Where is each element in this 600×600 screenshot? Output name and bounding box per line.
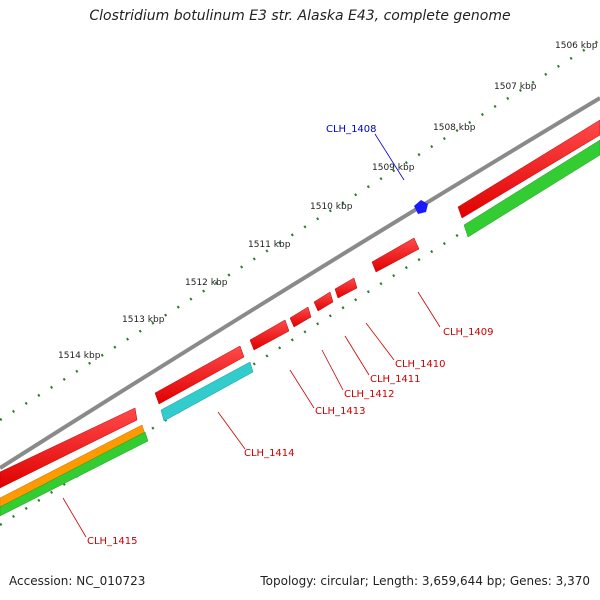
tick-label: 1514 kbp <box>58 351 101 361</box>
tick-label: 1513 kbp <box>122 315 165 325</box>
gene-label: CLH_1408 <box>326 124 377 135</box>
green-feature <box>0 431 149 517</box>
gene-feature <box>457 119 600 219</box>
green-feature <box>463 139 600 238</box>
tick-label: 1510 kbp <box>310 202 353 212</box>
trna-feature <box>160 361 254 422</box>
leader-line <box>344 335 370 376</box>
leader-line <box>289 369 315 409</box>
gene-feature <box>371 237 420 273</box>
leader-line <box>217 411 246 450</box>
gene-feature <box>249 319 290 351</box>
gene-label: CLH_1411 <box>370 374 421 385</box>
tick-label: 1509 kbp <box>372 163 415 173</box>
leader-line <box>321 349 344 391</box>
gene-label: CLH_1415 <box>87 536 138 547</box>
leader-line <box>365 322 395 361</box>
tick-label: 1507 kbp <box>494 82 537 92</box>
leader-line <box>417 291 441 328</box>
leader-line <box>374 133 405 181</box>
gene-feature <box>334 277 358 299</box>
genome-backbone <box>0 96 600 470</box>
gene-feature <box>313 291 334 312</box>
accession-text: Accession: NC_010723 <box>9 574 146 588</box>
gene-label: CLH_1410 <box>395 359 446 370</box>
gene-feature <box>289 306 312 328</box>
leader-line <box>62 497 87 538</box>
gene-label: CLH_1413 <box>315 406 366 417</box>
outer-ruler <box>0 38 600 422</box>
gene-marker <box>414 200 428 214</box>
tick-label: 1511 kbp <box>248 240 291 250</box>
tick-label: 1508 kbp <box>433 123 476 133</box>
gene-label: CLH_1414 <box>244 448 295 459</box>
summary-text: Topology: circular; Length: 3,659,644 bp… <box>260 574 590 588</box>
gene-label: CLH_1412 <box>344 389 395 400</box>
gene-feature <box>0 407 138 489</box>
gene-feature <box>154 345 245 405</box>
tick-label: 1512 kbp <box>185 278 228 288</box>
tick-label: 1506 kbp <box>555 41 598 51</box>
gene-label: CLH_1409 <box>443 327 494 338</box>
map-title: Clostridium botulinum E3 str. Alaska E43… <box>89 8 511 24</box>
